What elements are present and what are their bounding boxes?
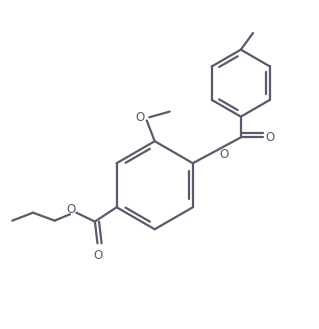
Text: O: O — [135, 112, 144, 124]
Text: O: O — [266, 131, 275, 144]
Text: O: O — [94, 249, 103, 262]
Text: O: O — [66, 203, 75, 216]
Text: O: O — [219, 148, 229, 161]
